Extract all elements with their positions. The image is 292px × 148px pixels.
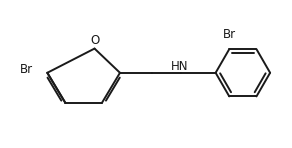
Text: Br: Br: [223, 28, 236, 41]
Text: O: O: [90, 34, 99, 47]
Text: Br: Br: [20, 63, 33, 76]
Text: HN: HN: [171, 60, 188, 73]
